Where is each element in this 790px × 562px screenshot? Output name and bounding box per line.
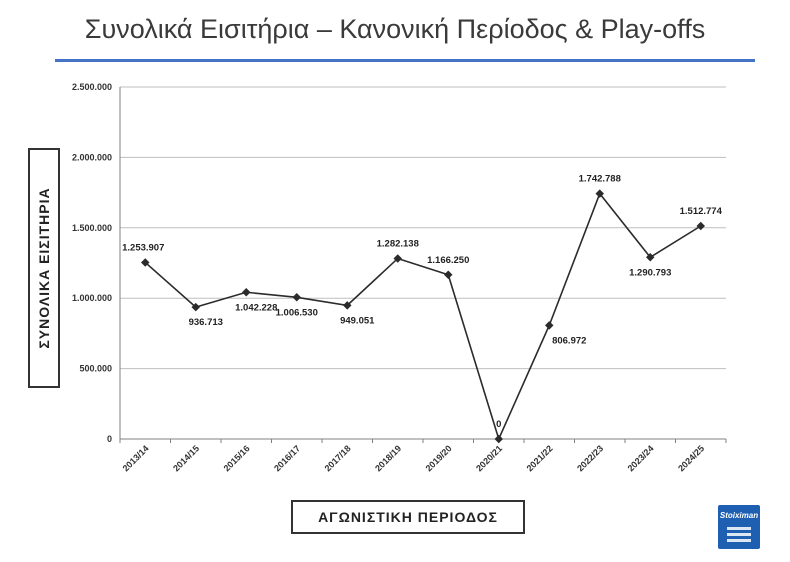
data-label: 1.290.793: [629, 267, 671, 278]
data-point: [696, 221, 705, 231]
y-axis-title: ΣΥΝΟΛΙΚΑ ΕΙΣΙΤΗΡΙΑ: [36, 187, 52, 349]
data-label: 1.042.228: [235, 302, 277, 313]
data-label: 1.006.530: [276, 307, 318, 318]
data-label: 1.253.907: [122, 242, 164, 253]
x-tick-label: 2015/16: [222, 443, 252, 473]
data-label: 936.713: [189, 317, 223, 328]
y-tick-label: 1.500.000: [72, 223, 112, 233]
y-tick-label: 500.000: [79, 364, 112, 374]
x-tick-label: 2017/18: [323, 443, 353, 473]
x-tick-label: 2016/17: [272, 443, 302, 473]
data-point: [444, 270, 453, 280]
logo-stripe: [727, 533, 751, 536]
x-axis-title: ΑΓΩΝΙΣΤΙΚΗ ΠΕΡΙΟΔΟΣ: [318, 509, 498, 525]
x-tick-label: 2022/23: [575, 443, 605, 473]
data-point: [494, 434, 503, 444]
logo-text: Stoiximan: [719, 511, 759, 520]
data-label: 0: [496, 419, 501, 430]
data-label: 1.282.138: [377, 238, 419, 249]
x-tick-label: 2020/21: [474, 443, 504, 473]
y-tick-label: 0: [107, 434, 112, 444]
data-point: [141, 258, 150, 267]
data-label: 1.512.774: [680, 206, 723, 217]
logo-stripe: [727, 539, 751, 542]
x-tick-label: 2021/22: [525, 443, 555, 473]
stoiximan-logo: Stoiximan: [718, 505, 760, 549]
x-tick-label: 2024/25: [676, 443, 706, 473]
data-point: [393, 254, 402, 263]
data-label: 949.051: [340, 315, 375, 326]
data-point-layer: [141, 189, 705, 444]
x-tick-label: 2014/15: [171, 443, 201, 473]
x-tick-label: 2019/20: [424, 443, 454, 473]
x-tick-label: 2013/14: [121, 443, 151, 473]
y-tick-label: 2.000.000: [72, 152, 112, 162]
x-tick-label: 2023/24: [626, 443, 656, 473]
data-point: [343, 301, 352, 310]
data-label: 1.166.250: [427, 255, 469, 266]
data-point: [292, 293, 301, 302]
page-title: Συνολικά Εισιτήρια – Κανονική Περίοδος &…: [84, 14, 706, 44]
data-label: 1.742.788: [579, 174, 621, 185]
title-divider: [55, 59, 755, 62]
y-tick-label: 1.000.000: [72, 293, 112, 303]
axis-layer: 0 500.000 1.000.000 1.500.000 2.000.000 2.500…: [72, 82, 727, 473]
data-point: [191, 302, 200, 312]
y-tick-label: 2.500.000: [72, 82, 112, 92]
data-point: [545, 321, 554, 330]
grid-layer: [120, 86, 726, 440]
data-label: 806.972: [552, 335, 586, 346]
data-point: [242, 288, 251, 297]
series-line: [144, 192, 702, 442]
logo-stripe: [727, 527, 751, 530]
y-axis-title-box: ΣΥΝΟΛΙΚΑ ΕΙΣΙΤΗΡΙΑ: [28, 148, 60, 388]
series-line-layer: [144, 192, 702, 442]
x-tick-label: 2018/19: [373, 443, 403, 473]
x-axis-title-box: ΑΓΩΝΙΣΤΙΚΗ ΠΕΡΙΟΔΟΣ: [291, 500, 525, 534]
